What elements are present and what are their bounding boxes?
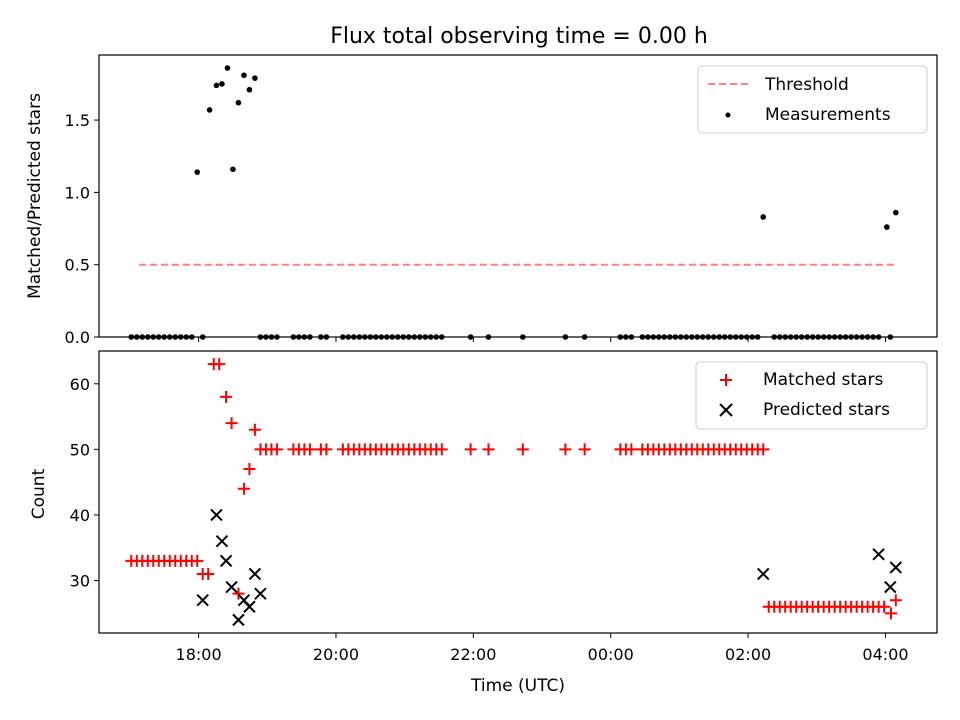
predicted-star-point <box>872 548 885 561</box>
predicted-star-point <box>219 554 233 568</box>
legend-matched-swatch <box>720 374 732 386</box>
matched-star-point <box>225 417 238 430</box>
bottom-y-tick-label: 60 <box>70 375 90 394</box>
matched-star-point <box>482 443 495 456</box>
matched-star-point <box>191 554 204 567</box>
bottom-y-tick-label: 40 <box>70 506 90 525</box>
matched-star-point <box>320 443 333 456</box>
bottom-x-axis: 18:00 20:00 22:00 00:00 02:00 04:00 <box>176 633 909 664</box>
bottom-y-tick-label: 30 <box>70 572 90 591</box>
predicted-star-point <box>884 580 897 594</box>
measurement-point <box>235 99 242 106</box>
x-tick-label: 20:00 <box>313 645 359 664</box>
predicted-star-point <box>889 561 902 574</box>
bottom-legend: Matched stars Predicted stars <box>695 361 928 430</box>
top-axes-frame <box>98 54 938 338</box>
predicted-star-point <box>254 587 267 600</box>
matched-star-point <box>243 463 256 476</box>
x-tick-label: 04:00 <box>862 645 908 664</box>
measurement-point <box>219 81 225 87</box>
matched-star-point <box>213 358 226 371</box>
measurement-point <box>213 82 220 89</box>
predicted-star-point <box>225 580 238 594</box>
x-tick-label: 00:00 <box>588 645 634 664</box>
x-tick-label: 22:00 <box>450 645 496 664</box>
measurement-point <box>230 166 236 173</box>
matched-star-point <box>889 594 902 607</box>
bottom-axes-frame <box>98 350 938 634</box>
legend-measurements-label: Measurements <box>765 105 891 125</box>
matched-star-point <box>625 443 638 456</box>
bottom-legend-box <box>695 361 928 430</box>
matched-star-point <box>578 443 591 456</box>
bottom-y-tick-label: 50 <box>70 440 90 459</box>
measurement-point <box>884 224 890 230</box>
legend-predicted-swatch <box>719 403 733 417</box>
matched-star-point <box>559 443 572 456</box>
top-y-axis-label: Matched/Predicted stars <box>25 93 45 299</box>
top-y-tick-label: 0.5 <box>65 256 90 275</box>
predicted-star-point <box>215 534 229 548</box>
predicted-star-point <box>757 567 770 581</box>
top-x-axis <box>198 337 886 342</box>
top-y-tick-label: 1.0 <box>65 183 90 202</box>
predicted-star-point <box>196 594 209 607</box>
matched-star-point <box>516 443 529 456</box>
matched-star-point <box>757 443 770 456</box>
measurement-point <box>252 75 258 81</box>
top-panel: 0.0 0.5 1.0 1.5 Matched/Predicted stars Thr… <box>25 54 938 347</box>
predicted-star-point <box>210 508 223 522</box>
legend-measurements-swatch <box>725 112 731 118</box>
x-tick-label: 02:00 <box>725 645 771 664</box>
measurement-point <box>224 65 231 71</box>
matched-star-point <box>303 443 316 456</box>
top-y-tick-label: 1.5 <box>65 111 90 130</box>
top-y-tick-label: 0.0 <box>65 328 90 347</box>
measurement-point <box>194 169 201 175</box>
top-y-axis: 0.0 0.5 1.0 1.5 <box>65 111 99 347</box>
measurement-point <box>241 72 247 79</box>
predicted-star-point <box>232 613 245 627</box>
legend-predicted-label: Predicted stars <box>763 400 890 420</box>
matched-star-point <box>884 607 897 620</box>
matched-star-point <box>232 587 245 600</box>
top-legend: Threshold Measurements <box>697 65 928 134</box>
matched-star-point <box>435 443 448 456</box>
matched-star-point <box>878 600 891 613</box>
x-axis-label: Time (UTC) <box>470 676 565 696</box>
x-tick-label: 18:00 <box>176 645 222 664</box>
measurement-point <box>206 107 213 113</box>
legend-threshold-label: Threshold <box>764 75 849 95</box>
top-legend-box <box>697 65 928 134</box>
measurement-point <box>760 214 767 220</box>
measurement-point <box>246 86 253 93</box>
figure-title: Flux total observing time = 0.00 h <box>330 24 708 49</box>
matched-star-point <box>220 390 233 403</box>
bottom-y-axis: 30 40 50 60 <box>70 375 99 591</box>
bottom-y-axis-label: Count <box>29 468 49 519</box>
matched-star-point <box>237 482 250 495</box>
matched-star-point <box>248 423 261 436</box>
predicted-star-point <box>243 600 256 613</box>
legend-matched-label: Matched stars <box>763 370 883 390</box>
bottom-plot-area <box>125 358 902 627</box>
matched-star-point <box>270 443 283 456</box>
predicted-star-point <box>248 567 262 581</box>
measurement-point <box>892 209 899 216</box>
matched-star-point <box>202 567 215 580</box>
matched-star-point <box>464 443 477 456</box>
